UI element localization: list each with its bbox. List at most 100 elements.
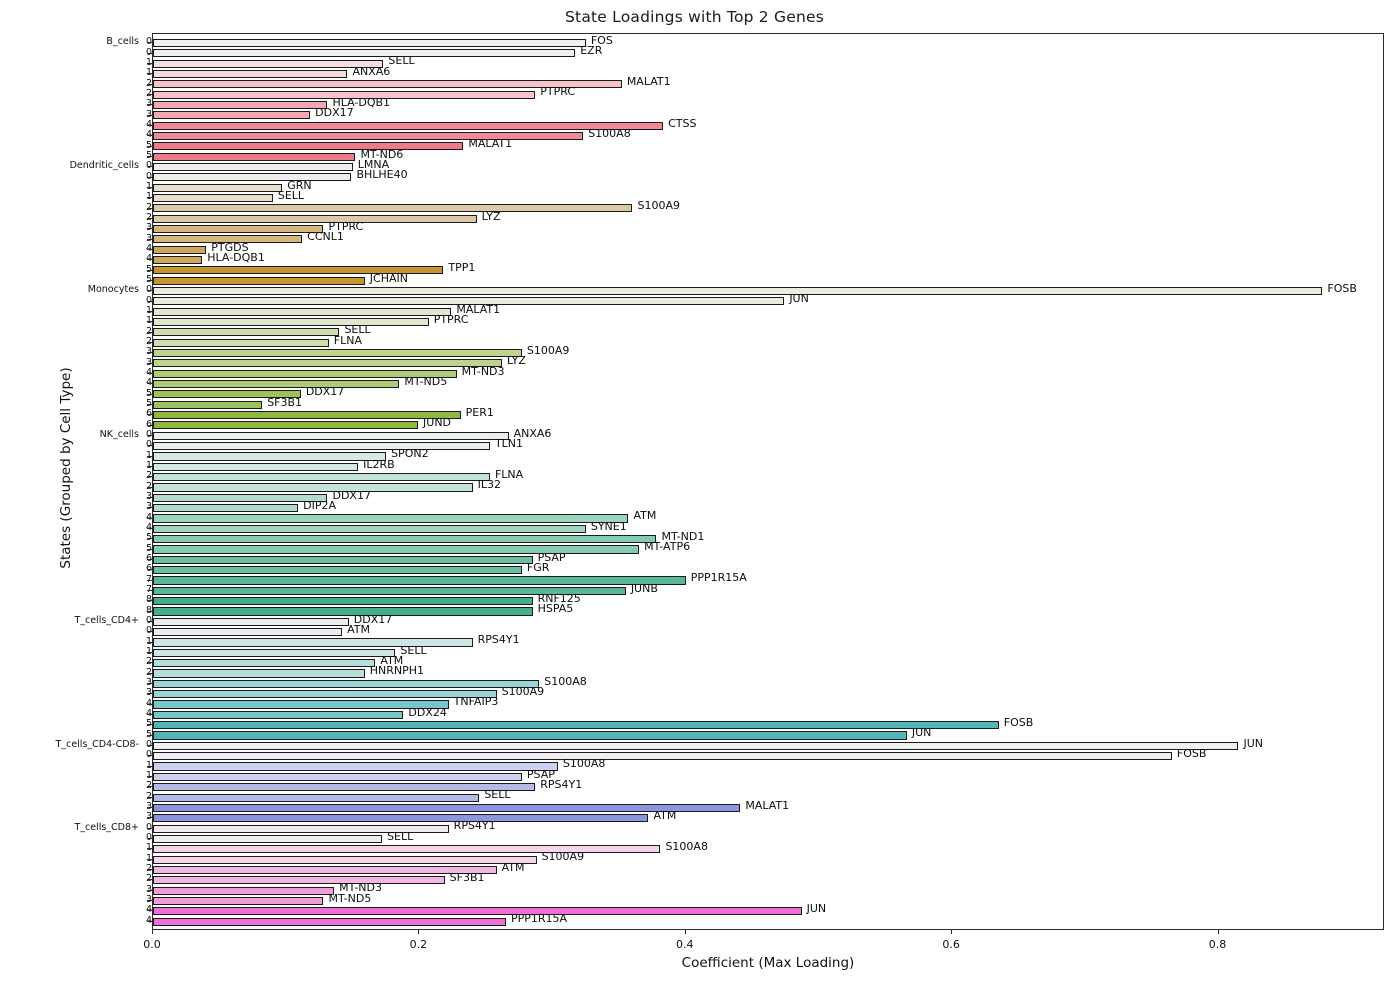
y-axis-tick-mark: [147, 610, 152, 612]
y-axis-tick-mark: [147, 714, 152, 716]
bar: [153, 752, 1172, 761]
y-tick-state-index: 2: [144, 874, 152, 884]
bar-gene-label: ATM: [347, 623, 371, 637]
y-axis-tick-label: 7: [8, 574, 152, 585]
bar-gene-label: JUNB: [630, 581, 658, 595]
y-axis-tick-label: 1: [8, 181, 152, 192]
bar-gene-label: HLA-DQB1: [332, 95, 391, 109]
y-axis-tick-label: 4: [8, 378, 152, 388]
bar: [153, 824, 449, 833]
y-axis-tick-label: 4: [8, 709, 152, 719]
y-axis-tick-mark: [147, 755, 152, 757]
y-axis-tick-mark: [147, 145, 152, 147]
y-axis-tick-mark: [147, 869, 152, 871]
y-axis-tick-mark: [147, 207, 152, 209]
y-tick-state-index: 3: [144, 492, 152, 502]
y-axis-tick-mark: [147, 331, 152, 333]
bar: [153, 49, 576, 58]
y-axis-tick-mark: [147, 62, 152, 64]
y-tick-state-index: 0: [144, 740, 152, 750]
bar: [153, 876, 445, 885]
y-axis-tick-mark: [147, 652, 152, 654]
y-tick-state-index: 0: [144, 295, 152, 306]
bar-gene-label: SELL: [484, 788, 511, 802]
bar-gene-label: FLNA: [494, 467, 524, 481]
y-axis-tick-label: 8: [8, 605, 152, 616]
y-axis-tick-label: 3: [8, 357, 152, 368]
bar-gene-label: FLNA: [333, 333, 363, 347]
y-axis-tick-mark: [147, 104, 152, 106]
y-tick-state-index: 1: [144, 460, 152, 471]
y-tick-state-index: 3: [144, 502, 152, 512]
y-axis-tick-mark: [147, 310, 152, 312]
y-axis-tick-label: 3: [8, 812, 152, 822]
y-axis-tick-mark: [147, 114, 152, 116]
bar: [153, 555, 533, 564]
bar: [153, 266, 444, 275]
y-tick-state-index: 6: [144, 564, 152, 574]
y-tick-state-index: 4: [144, 119, 152, 130]
y-axis-tick-mark: [147, 135, 152, 137]
y-tick-state-index: 1: [144, 305, 152, 316]
y-axis-tick-mark: [147, 434, 152, 436]
y-axis-tick-label: 1: [8, 450, 152, 461]
bar-gene-label: DDX24: [408, 705, 447, 719]
y-axis-tick-label: 0: [8, 626, 152, 636]
y-axis-tick-mark: [147, 259, 152, 261]
bar-gene-label: HSPA5: [537, 602, 574, 616]
y-tick-group-name: T_cells_CD8+: [74, 821, 139, 833]
y-axis-tick-mark: [147, 569, 152, 571]
y-axis-tick-mark: [147, 703, 152, 705]
y-axis-tick-mark: [147, 455, 152, 457]
y-axis-tick-mark: [147, 414, 152, 416]
bar-gene-label: IL2RB: [363, 457, 395, 471]
y-tick-state-index: 4: [144, 130, 152, 140]
y-axis-tick-mark: [147, 838, 152, 840]
y-tick-state-index: 5: [144, 140, 152, 151]
y-axis-tick-label: 0: [8, 295, 152, 306]
y-tick-state-index: 0: [144, 171, 152, 182]
y-axis-tick-mark: [147, 279, 152, 281]
y-tick-state-index: 2: [144, 864, 152, 874]
bar: [153, 679, 540, 688]
bar: [153, 421, 419, 430]
bar-gene-label: DDX17: [353, 612, 393, 626]
bar: [153, 845, 661, 854]
bar-gene-label: TLN1: [494, 436, 524, 450]
y-axis-tick-mark: [147, 559, 152, 561]
y-axis-tick-label: 2: [8, 336, 152, 347]
plot-area: FOS EZR SELL ANXA6 MALAT1 PTPRC HLA-DQB1 DDX17 C…: [152, 33, 1384, 930]
bar: [153, 183, 283, 192]
y-axis-tick-mark: [147, 269, 152, 271]
bar-gene-label: MT-ND3: [461, 364, 505, 378]
bar-gene-label: PSAP: [526, 767, 555, 781]
bar-gene-label: PSAP: [537, 550, 566, 564]
y-axis-tick-mark: [147, 745, 152, 747]
y-axis-tick-label: 1: [8, 57, 152, 68]
bar: [153, 224, 324, 234]
y-tick-state-index: 1: [144, 181, 152, 192]
bar-gene-label: PER1: [465, 405, 494, 419]
y-axis-tick-mark: [147, 734, 152, 736]
y-axis-tick-label: 2: [8, 791, 152, 802]
bar: [153, 597, 533, 606]
y-tick-state-index: 0: [144, 822, 152, 833]
bar-gene-label: EZR: [580, 44, 603, 58]
y-axis-tick-label: 2: [8, 667, 152, 678]
bar-gene-label: MALAT1: [456, 302, 501, 316]
y-axis-tick-label: 8: [8, 595, 152, 605]
bar-gene-label: LMNA: [357, 157, 390, 171]
y-tick-state-index: 8: [144, 605, 152, 616]
bar: [153, 669, 365, 678]
bar: [153, 235, 303, 244]
bar-gene-label: FOSB: [1003, 716, 1034, 730]
y-axis-tick-label: 3: [8, 223, 152, 233]
y-axis-tick-label: Monocytes 0: [8, 285, 152, 295]
bar: [153, 286, 1323, 296]
y-axis-tick-mark: [147, 693, 152, 695]
y-tick-state-index: 1: [144, 760, 152, 771]
x-axis-title: Coefficient (Max Loading): [681, 955, 855, 971]
y-axis-tick-label: 4: [8, 905, 152, 915]
y-axis-tick-label: 2: [8, 874, 152, 884]
bar-gene-label: TNFAIP3: [453, 695, 499, 709]
